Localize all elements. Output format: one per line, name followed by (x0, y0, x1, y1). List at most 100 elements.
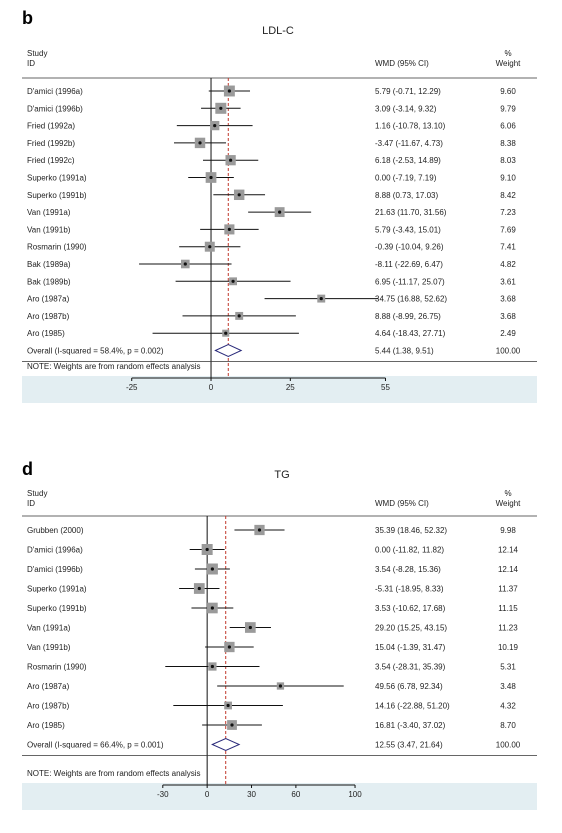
col-header-percent: % (504, 489, 511, 498)
col-header-wmd: WMD (95% CI) (375, 499, 429, 508)
forest-plot-ldl-c: b LDL-C Study ID WMD (95% CI) % Weight D… (22, 8, 537, 403)
study-row: Rosmarin (1990) 3.54 (-28.31, 35.39) 5.31 (27, 662, 516, 672)
overall-row: Overall (I-squared = 66.4%, p = 0.001) 12… (27, 737, 521, 752)
point-estimate (278, 210, 282, 214)
weight-text: 7.69 (500, 225, 516, 234)
study-row: Fried (1992b) -3.47 (-11.67, 4.73) 8.38 (27, 137, 516, 149)
study-label: Superko (1991a) (27, 174, 87, 183)
study-rows: Grubben (2000) 35.39 (18.46, 52.32) 9.98 D'… (22, 516, 537, 785)
point-estimate (183, 262, 187, 266)
tick-label: -25 (126, 383, 138, 392)
study-row: D'amici (1996a) 5.79 (-0.71, 12.29) 9.60 (27, 85, 516, 97)
weights-note: NOTE: Weights are from random effects an… (27, 769, 201, 778)
ci-text: 1.16 (-10.78, 13.10) (375, 122, 446, 131)
ci-text: 3.54 (-28.31, 35.39) (375, 663, 446, 672)
ci-text: 0.00 (-7.19, 7.19) (375, 174, 437, 183)
weight-text: 3.48 (500, 682, 516, 691)
ci-text: -5.31 (-18.95, 8.33) (375, 585, 444, 594)
weight-text: 4.32 (500, 702, 516, 711)
study-row: Van (1991a) 21.63 (11.70, 31.56) 7.23 (27, 207, 516, 217)
study-row: Aro (1985) 4.64 (-18.43, 27.71) 2.49 (27, 329, 516, 338)
study-rows: D'amici (1996a) 5.79 (-0.71, 12.29) 9.60D'… (22, 78, 537, 378)
study-row: D'amici (1996b) 3.54 (-8.28, 15.36) 12.14 (27, 563, 519, 575)
study-label: Fried (1992b) (27, 139, 75, 148)
weight-text: 8.42 (500, 191, 516, 200)
study-row: Aro (1987b) 8.88 (-8.99, 26.75) 3.68 (27, 312, 516, 321)
study-row: D'amici (1996b) 3.09 (-3.14, 9.32) 9.79 (27, 102, 516, 114)
ci-text: 8.88 (0.73, 17.03) (375, 191, 438, 200)
ci-text: 6.95 (-11.17, 25.07) (375, 277, 445, 286)
weight-text: 8.38 (500, 139, 516, 148)
point-estimate (213, 124, 217, 128)
study-label: Van (1991b) (27, 225, 71, 234)
col-header-study: Study (27, 489, 47, 498)
point-estimate (219, 106, 223, 110)
weight-text: 3.68 (500, 312, 516, 321)
point-estimate (208, 245, 212, 249)
weight-text: 6.06 (500, 122, 516, 131)
ci-text: 3.09 (-3.14, 9.32) (375, 104, 437, 113)
study-label: Van (1991b) (27, 643, 71, 652)
study-label: Aro (1987a) (27, 295, 70, 304)
study-row: Aro (1987a) 49.56 (6.78, 92.34) 3.48 (27, 682, 516, 691)
point-estimate (210, 567, 214, 571)
point-estimate (257, 528, 262, 532)
ci-text: 3.54 (-8.28, 15.36) (375, 565, 441, 574)
study-row: Grubben (2000) 35.39 (18.46, 52.32) 9.98 (27, 524, 516, 536)
col-header-id: ID (27, 59, 35, 68)
weight-text: 12.14 (498, 565, 519, 574)
weight-text: 9.10 (500, 174, 516, 183)
overall-ci-text: 5.44 (1.38, 9.51) (375, 347, 434, 356)
point-estimate (210, 606, 214, 610)
overall-diamond (214, 343, 243, 358)
study-label: Grubben (2000) (27, 526, 84, 535)
study-row: Van (1991a) 29.20 (15.25, 43.15) 11.23 (27, 622, 518, 633)
weight-text: 5.31 (500, 663, 516, 672)
weight-text: 11.15 (498, 604, 518, 613)
study-row: Bak (1989a) -8.11 (-22.69, 6.47) 4.82 (27, 259, 516, 269)
point-estimate (205, 547, 209, 552)
study-label: Van (1991a) (27, 208, 71, 217)
study-label: Aro (1987b) (27, 312, 70, 321)
ci-text: 16.81 (-3.40, 37.02) (375, 721, 446, 730)
study-row: Rosmarin (1990) -0.39 (-10.04, 9.26) 7.41 (27, 241, 516, 252)
tick-label: 30 (247, 790, 256, 799)
overall-weight-text: 100.00 (496, 347, 521, 356)
weight-text: 7.41 (500, 243, 516, 252)
point-estimate (229, 158, 233, 162)
ci-text: -0.39 (-10.04, 9.26) (375, 243, 444, 252)
weight-text: 11.23 (498, 624, 518, 633)
point-estimate (198, 141, 202, 145)
panel-letter-d: d (22, 459, 33, 479)
tick-label: 0 (205, 790, 210, 799)
weight-text: 12.14 (498, 546, 519, 555)
weight-text: 4.82 (500, 260, 516, 269)
ci-text: 0.00 (-11.82, 11.82) (375, 546, 444, 555)
study-row: D'amici (1996a) 0.00 (-11.82, 11.82) 12.14 (27, 544, 519, 555)
ci-text: 34.75 (16.88, 52.62) (375, 295, 447, 304)
ci-text: 14.16 (-22.88, 51.20) (375, 702, 450, 711)
weight-text: 9.98 (500, 526, 516, 535)
tick-label: 0 (209, 383, 214, 392)
overall-diamond (211, 737, 241, 752)
ci-text: -8.11 (-22.69, 6.47) (375, 260, 443, 269)
weight-text: 9.79 (500, 104, 516, 113)
weight-text: 8.70 (500, 721, 516, 730)
weight-text: 3.61 (500, 277, 516, 286)
study-label: Bak (1989b) (27, 277, 71, 286)
axis-band (22, 783, 537, 810)
col-header-weight: Weight (496, 499, 522, 508)
point-estimate (224, 331, 228, 335)
col-header-id: ID (27, 499, 35, 508)
study-label: Aro (1985) (27, 329, 65, 338)
chart-title-tg: TG (274, 469, 289, 481)
study-row: Van (1991b) 15.04 (-1.39, 31.47) 10.19 (27, 641, 519, 653)
col-header-wmd: WMD (95% CI) (375, 59, 429, 68)
weights-note: NOTE: Weights are from random effects an… (27, 362, 201, 371)
overall-weight-text: 100.00 (496, 741, 521, 750)
study-row: Superko (1991a) 0.00 (-7.19, 7.19) 9.10 (27, 172, 516, 183)
ci-text: 6.18 (-2.53, 14.89) (375, 156, 441, 165)
weight-text: 8.03 (500, 156, 516, 165)
study-label: Rosmarin (1990) (27, 663, 87, 672)
chart-title-ldl-c: LDL-C (262, 25, 294, 37)
